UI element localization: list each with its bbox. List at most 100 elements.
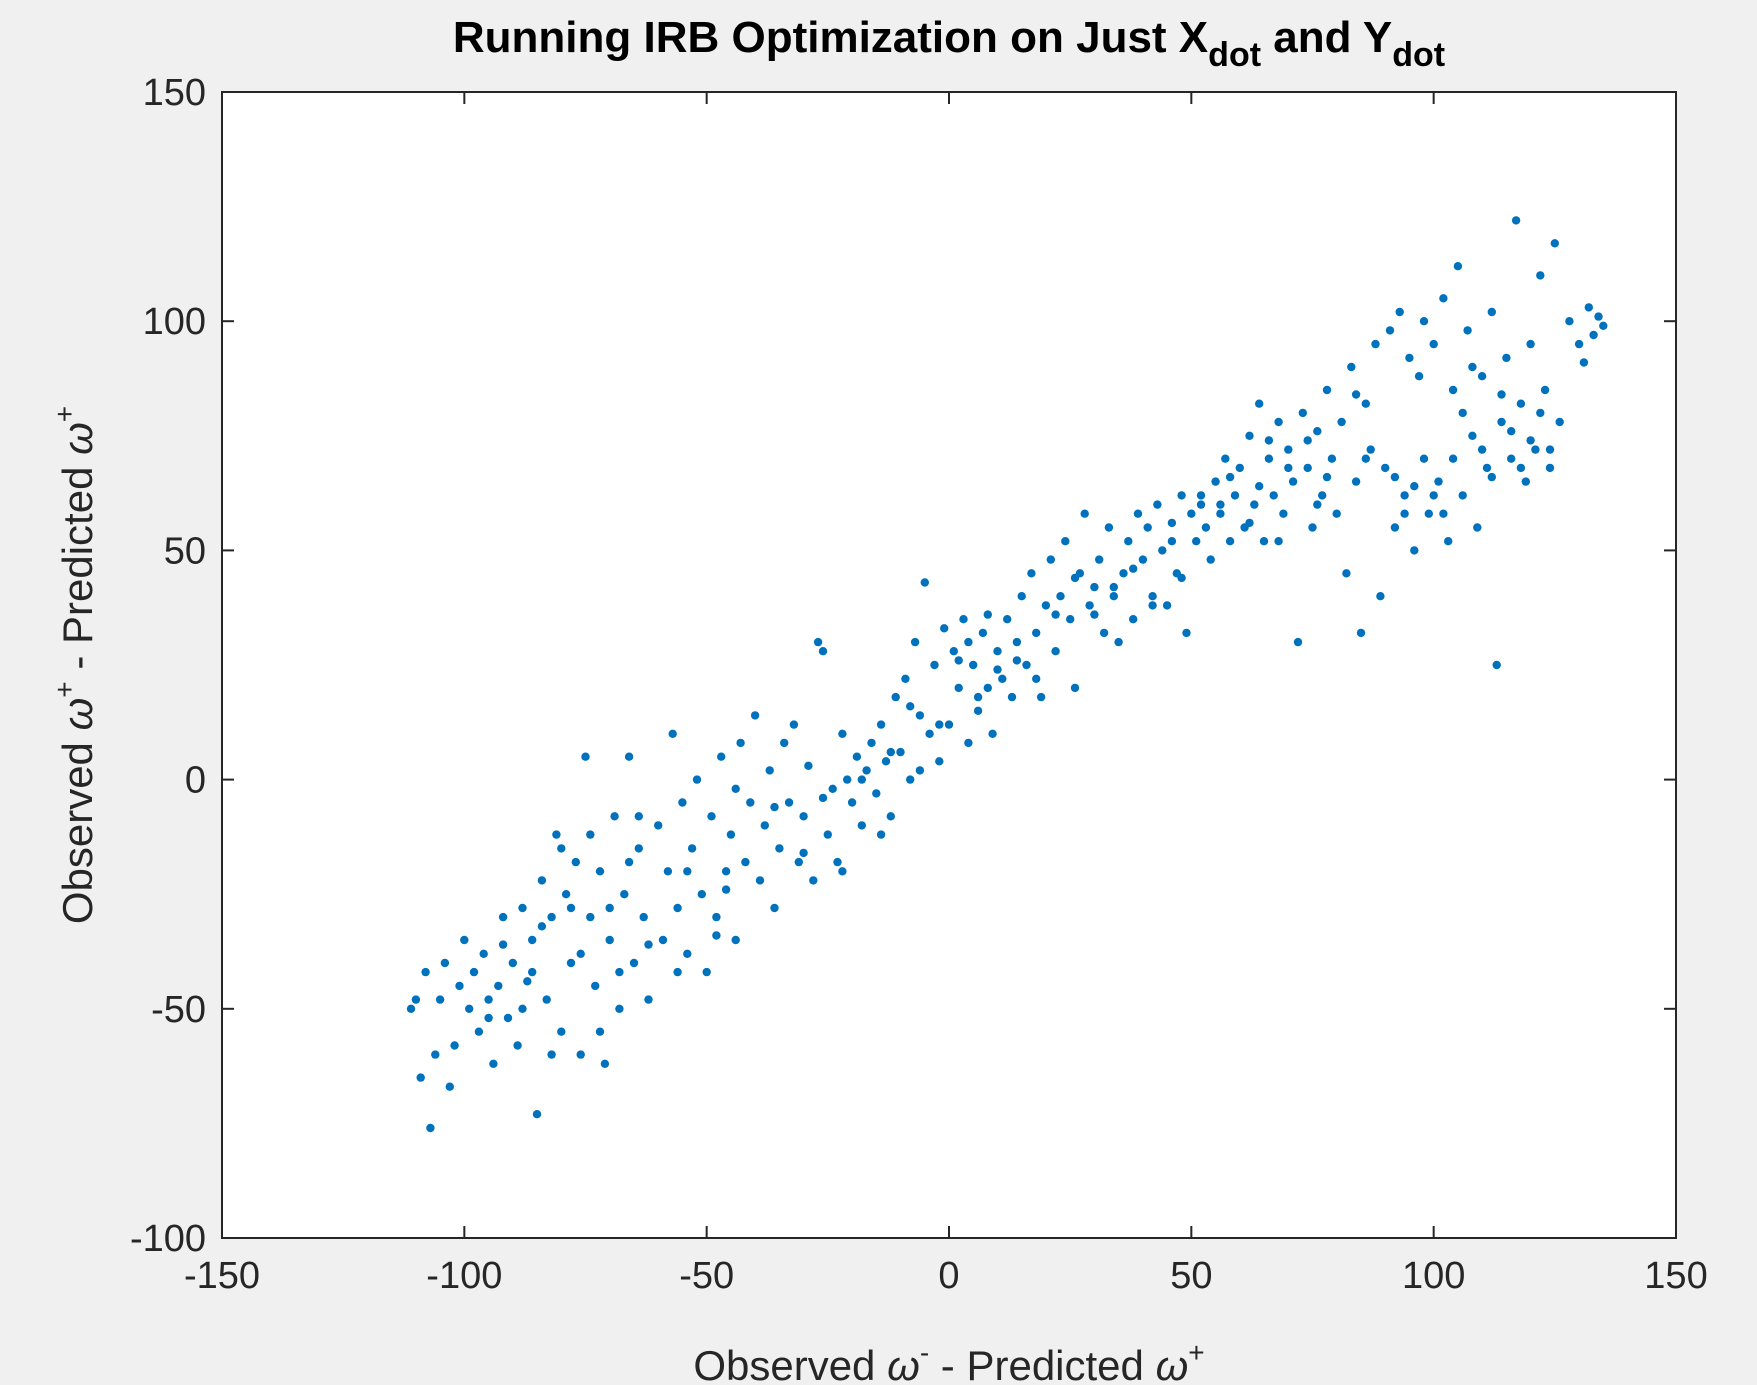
data-point	[750, 711, 760, 720]
data-point	[1036, 692, 1046, 702]
data-point	[600, 1059, 610, 1069]
data-point	[1066, 615, 1075, 624]
data-point	[770, 903, 779, 913]
data-point	[1507, 454, 1516, 463]
data-point	[615, 1004, 624, 1013]
data-point	[498, 912, 508, 922]
data-point	[775, 844, 784, 853]
data-point	[1269, 491, 1278, 500]
data-point	[1245, 518, 1254, 528]
data-point	[1225, 472, 1235, 482]
data-point	[431, 1050, 440, 1059]
data-point	[1521, 477, 1531, 486]
data-point	[426, 1123, 435, 1133]
x-tick-label: -150	[184, 1255, 260, 1297]
data-point	[1574, 339, 1584, 349]
data-point	[1255, 482, 1264, 491]
data-point	[639, 912, 648, 922]
data-point	[1104, 523, 1114, 532]
data-point	[1148, 601, 1157, 610]
data-point	[1133, 509, 1143, 518]
data-point	[474, 1027, 484, 1036]
data-point	[1046, 555, 1056, 564]
data-point	[1182, 628, 1191, 638]
chart-title: Running IRB Optimization on Just Xdot an…	[453, 13, 1445, 74]
x-tick-label: 0	[938, 1255, 959, 1297]
data-point	[1516, 463, 1526, 473]
data-point	[1143, 523, 1152, 532]
data-point	[484, 1013, 493, 1023]
y-tick-label: 100	[143, 301, 206, 343]
y-axis-label: Observed ω+ - Predicted ω+	[49, 406, 101, 924]
data-point	[852, 752, 862, 761]
y-tick-label: -50	[151, 989, 206, 1031]
data-point	[731, 784, 740, 793]
data-point	[1216, 509, 1225, 518]
data-point	[1298, 408, 1308, 418]
data-point	[1012, 656, 1022, 665]
data-point	[804, 761, 813, 770]
data-point	[920, 578, 929, 587]
data-point	[1221, 454, 1230, 463]
data-point	[881, 757, 891, 766]
data-point	[1007, 692, 1017, 702]
data-point	[1003, 615, 1012, 624]
data-point	[629, 958, 639, 968]
x-tick-label: 50	[1170, 1255, 1212, 1297]
data-point	[557, 844, 566, 853]
data-point	[615, 967, 624, 977]
data-point	[1177, 573, 1186, 583]
data-point	[528, 967, 537, 977]
data-point	[1540, 385, 1550, 395]
data-point	[998, 674, 1007, 683]
data-point	[1419, 317, 1429, 326]
data-point	[1206, 555, 1215, 564]
data-point	[1410, 546, 1419, 555]
data-point	[624, 857, 634, 867]
data-point	[712, 912, 721, 922]
data-point	[1288, 477, 1298, 486]
data-point	[1361, 454, 1371, 463]
data-point	[416, 1073, 425, 1082]
data-point	[1376, 592, 1385, 601]
data-point	[1080, 509, 1089, 518]
data-point	[683, 949, 692, 958]
data-point	[935, 757, 944, 766]
data-point	[954, 656, 963, 665]
data-point	[1439, 294, 1448, 303]
data-point	[518, 903, 527, 913]
data-point	[1516, 399, 1526, 408]
data-point	[1492, 660, 1501, 670]
data-point	[566, 958, 576, 968]
data-point	[789, 720, 799, 729]
data-point	[1138, 555, 1148, 564]
data-point	[901, 674, 910, 683]
data-point	[944, 720, 954, 729]
data-point	[828, 784, 837, 793]
data-point	[678, 798, 687, 807]
data-point	[1158, 546, 1167, 555]
data-point	[1012, 637, 1022, 647]
data-point	[610, 812, 619, 821]
data-point	[1274, 537, 1283, 546]
data-point	[1400, 509, 1409, 518]
data-point	[1366, 445, 1375, 454]
data-point	[1235, 463, 1245, 473]
data-point	[1584, 303, 1594, 312]
data-point	[1225, 537, 1235, 546]
data-point	[440, 958, 450, 968]
data-point	[784, 798, 794, 807]
data-point	[993, 647, 1002, 656]
data-point	[687, 844, 697, 853]
data-point	[794, 857, 803, 867]
data-point	[586, 912, 595, 922]
data-point	[1468, 362, 1477, 372]
data-point	[465, 1004, 474, 1013]
data-point	[581, 752, 590, 761]
data-point	[1385, 326, 1395, 335]
data-point	[1017, 592, 1026, 601]
data-point	[1303, 463, 1312, 473]
data-point	[910, 637, 920, 647]
data-point	[891, 692, 900, 702]
data-point	[847, 798, 857, 807]
